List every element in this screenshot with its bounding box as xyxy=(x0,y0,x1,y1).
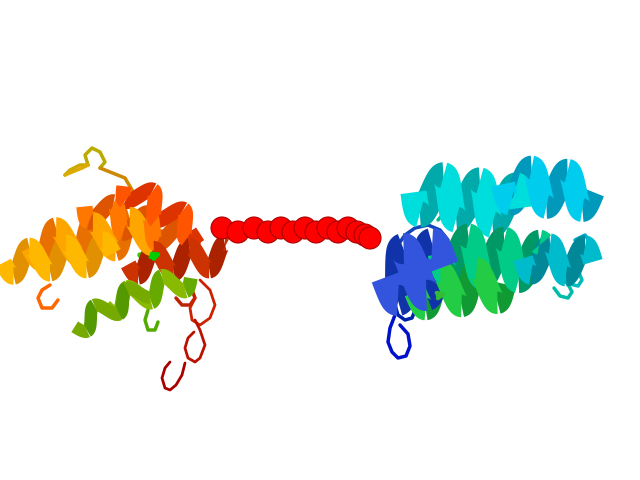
Circle shape xyxy=(227,221,249,243)
Circle shape xyxy=(305,221,327,243)
Circle shape xyxy=(282,221,304,243)
Circle shape xyxy=(337,217,359,239)
Circle shape xyxy=(327,221,349,243)
Circle shape xyxy=(359,227,381,249)
Circle shape xyxy=(257,221,279,243)
Circle shape xyxy=(346,221,368,243)
Circle shape xyxy=(317,217,339,239)
Circle shape xyxy=(270,217,292,239)
Circle shape xyxy=(243,217,265,239)
Circle shape xyxy=(211,217,233,239)
Circle shape xyxy=(294,217,316,239)
Circle shape xyxy=(354,224,376,246)
